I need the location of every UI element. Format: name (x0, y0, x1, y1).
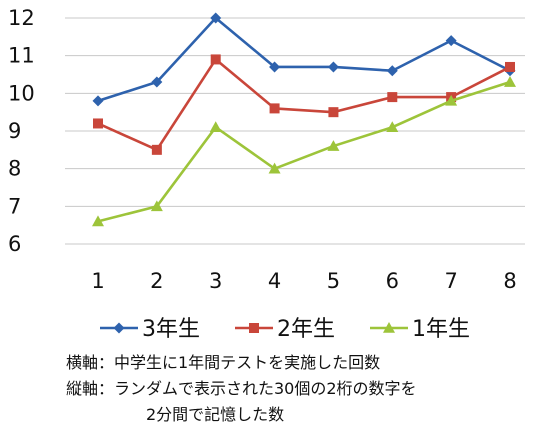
y-axis-note-line1: 縦軸：ランダムで表示された30個の2桁の数字を (66, 379, 417, 398)
y-axis-note-line2: 2分間で記憶した数 (146, 405, 285, 424)
legend-marker (383, 322, 395, 333)
series-line (97, 16, 511, 103)
data-point-marker (327, 140, 340, 151)
series-line (97, 80, 511, 223)
data-point-marker (269, 103, 280, 114)
data-point-marker (151, 144, 162, 155)
y-tick-label: 12 (8, 6, 35, 30)
x-tick-label: 6 (386, 269, 399, 293)
data-point-marker (505, 61, 515, 72)
data-point-marker (445, 94, 458, 106)
y-tick-label: 7 (8, 194, 21, 218)
y-tick-label: 9 (8, 119, 21, 143)
data-point-marker (210, 12, 222, 24)
series-line (97, 58, 511, 152)
data-point-marker (92, 95, 104, 107)
y-axis-note-line2-row: 2分間で記憶した数 (66, 402, 284, 428)
data-point-marker (387, 92, 398, 103)
data-point-marker (209, 121, 222, 133)
x-tick-label: 7 (444, 269, 457, 293)
data-point-marker (504, 76, 516, 87)
series-3 (92, 76, 516, 227)
x-tick-label: 2 (150, 269, 163, 293)
x-tick-label: 8 (503, 269, 516, 293)
data-point-marker (93, 118, 103, 129)
y-tick-label: 8 (8, 157, 21, 181)
data-point-marker (269, 61, 281, 73)
y-tick-label: 10 (8, 81, 35, 105)
x-tick-label: 3 (209, 269, 222, 293)
data-point-marker (210, 54, 221, 65)
legend-marker (113, 322, 125, 334)
data-point-marker (327, 61, 339, 73)
data-point-marker (328, 107, 339, 118)
y-tick-label: 6 (8, 232, 21, 256)
data-point-marker (268, 162, 281, 174)
data-point-marker (386, 65, 398, 77)
legend-label: 3年生 (142, 317, 200, 342)
legend-label: 2年生 (277, 317, 335, 342)
legend-label: 1年生 (412, 317, 470, 342)
data-point-marker (151, 76, 163, 88)
y-tick-label: 11 (8, 44, 35, 68)
legend-marker (249, 323, 259, 333)
x-tick-label: 5 (327, 269, 340, 293)
data-point-marker (445, 35, 457, 47)
y-axis-tick-labels: 6 7 8 9 10 11 12 (8, 6, 35, 256)
x-tick-label: 4 (268, 269, 281, 293)
x-axis-note: 横軸：中学生に1年間テストを実施した回数 (66, 353, 381, 372)
gridlines (65, 17, 525, 245)
series-lines (92, 12, 516, 227)
legend: 3年生 2年生 1年生 (100, 317, 470, 342)
data-point-marker (150, 200, 163, 212)
data-point-marker (386, 121, 399, 133)
data-point-marker (92, 215, 104, 227)
x-axis-tick-labels: 1 2 3 4 5 6 7 8 (91, 269, 516, 293)
x-tick-label: 1 (91, 269, 104, 293)
